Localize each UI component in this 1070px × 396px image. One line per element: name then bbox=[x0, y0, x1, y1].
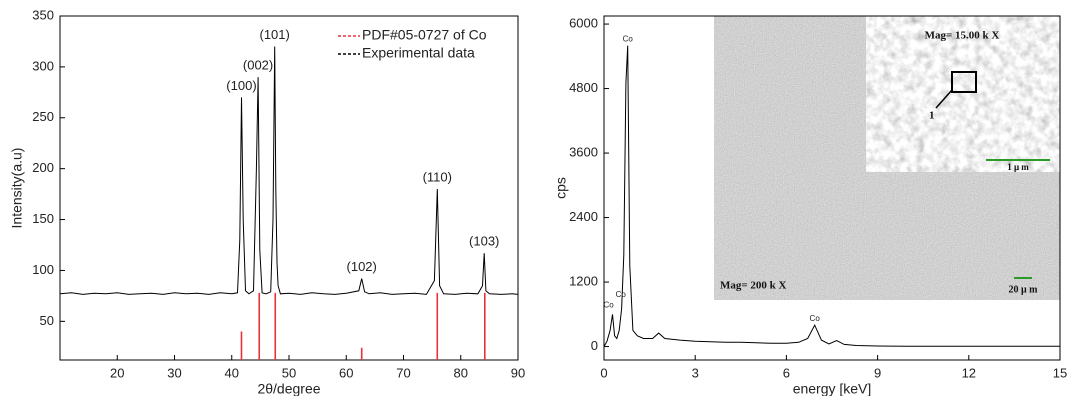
x-tick-label: 0 bbox=[600, 365, 607, 380]
x-tick-label: 70 bbox=[396, 365, 410, 380]
y-tick-label: 100 bbox=[32, 262, 54, 277]
peak-label: Co bbox=[603, 301, 614, 310]
legend-label: PDF#05-0727 of Co bbox=[362, 27, 487, 43]
x-axis-title: 2θ/degree bbox=[257, 381, 320, 396]
y-tick-label: 3600 bbox=[569, 145, 598, 160]
y-tick-label: 0 bbox=[591, 338, 598, 353]
y-tick-label: 4800 bbox=[569, 80, 598, 95]
y-tick-label: 150 bbox=[32, 211, 54, 226]
x-tick-label: 50 bbox=[282, 365, 296, 380]
plot-frame bbox=[60, 16, 518, 360]
peak-label: (103) bbox=[469, 234, 499, 249]
y-tick-label: 300 bbox=[32, 58, 54, 73]
x-tick-label: 12 bbox=[962, 365, 976, 380]
x-axis-title: energy [keV] bbox=[793, 381, 872, 396]
sem-magnification: Mag= 200 k X bbox=[720, 280, 787, 292]
peak-label: Co bbox=[616, 290, 627, 299]
x-tick-label: 60 bbox=[339, 365, 353, 380]
y-tick-label: 200 bbox=[32, 160, 54, 175]
x-tick-label: 20 bbox=[110, 365, 124, 380]
x-tick-label: 90 bbox=[511, 365, 525, 380]
x-tick-label: 30 bbox=[167, 365, 181, 380]
x-tick-label: 40 bbox=[225, 365, 239, 380]
y-tick-label: 50 bbox=[40, 313, 54, 328]
peak-label: (110) bbox=[423, 169, 452, 184]
y-tick-label: 250 bbox=[32, 109, 54, 124]
y-axis-title: cps bbox=[553, 177, 569, 199]
x-tick-label: 9 bbox=[874, 365, 881, 380]
peak-label: Co bbox=[623, 35, 634, 44]
peak-label: Co bbox=[810, 314, 821, 323]
x-tick-label: 6 bbox=[783, 365, 790, 380]
scale-label: 1 μ m bbox=[1007, 162, 1029, 172]
peak-label: (102) bbox=[347, 259, 377, 274]
scale-label: 20 μ m bbox=[1009, 284, 1039, 295]
legend-label: Experimental data bbox=[362, 45, 475, 61]
y-tick-label: 2400 bbox=[569, 209, 598, 224]
peak-label: (100) bbox=[226, 78, 256, 93]
x-tick-label: 80 bbox=[454, 365, 468, 380]
y-tick-label: 350 bbox=[32, 7, 54, 22]
x-tick-label: 3 bbox=[692, 365, 699, 380]
x-tick-label: 15 bbox=[1053, 365, 1067, 380]
peak-label: (101) bbox=[260, 27, 290, 42]
y-tick-label: 1200 bbox=[569, 274, 598, 289]
peak-label: (002) bbox=[243, 58, 273, 73]
figure: 2030405060708090501001502002503003502θ/d… bbox=[0, 0, 1070, 396]
y-axis-title: Intensity(a.u) bbox=[9, 148, 25, 229]
zoom-magnification: Mag= 15.00 k X bbox=[925, 30, 1000, 42]
y-tick-label: 6000 bbox=[569, 16, 598, 31]
point-label: 1 bbox=[929, 110, 935, 122]
